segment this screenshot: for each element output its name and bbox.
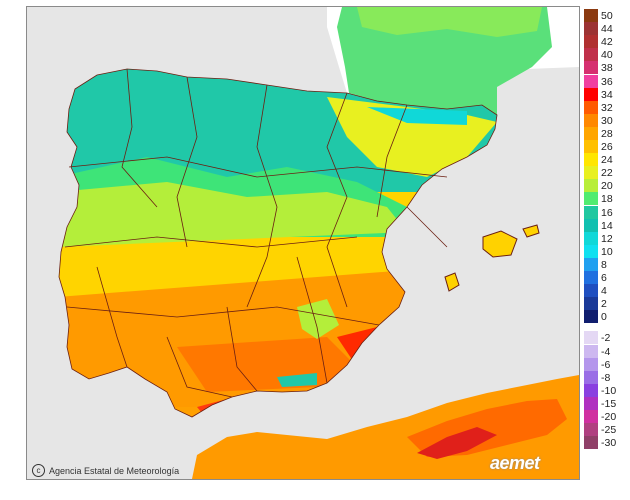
legend-swatch-warm-14: [584, 192, 598, 206]
legend-label-warm-7: 32: [601, 101, 613, 114]
legend-swatch-warm-18: [584, 244, 598, 258]
legend-label-cold-3: -8: [601, 371, 611, 384]
legend-label-warm-4: 38: [601, 62, 613, 75]
africa-land: [192, 375, 579, 479]
legend-label-warm-22: 2: [601, 298, 607, 311]
legend-label-warm-9: 28: [601, 127, 613, 140]
legend-swatch-warm-21: [584, 284, 598, 298]
legend-label-warm-10: 26: [601, 141, 613, 153]
legend-label-warm-20: 6: [601, 272, 607, 284]
legend-swatch-cold-4: [584, 383, 598, 397]
legend-label-cold-0: -2: [601, 332, 611, 345]
legend-swatch-warm-0: [584, 9, 598, 22]
legend-swatch-warm-9: [584, 126, 598, 140]
legend-label-warm-12: 22: [601, 167, 613, 180]
legend-label-cold-1: -4: [601, 345, 611, 358]
legend-label-warm-0: 50: [601, 10, 613, 22]
legend-swatch-warm-19: [584, 257, 598, 271]
legend-label-warm-1: 44: [601, 23, 613, 36]
legend-label-cold-7: -25: [601, 424, 617, 437]
balearic-mallorca: [483, 231, 517, 257]
coast-lines: [444, 224, 540, 292]
aemet-logo: aemet: [490, 453, 540, 473]
legend-label-warm-23: 0: [601, 311, 607, 324]
legend-swatch-cold-2: [584, 357, 598, 371]
legend-label-warm-6: 34: [601, 88, 613, 101]
atlas-heat-zone: [417, 427, 497, 459]
legend-swatch-warm-2: [584, 35, 598, 49]
legend-swatch-warm-12: [584, 166, 598, 180]
region-borders: [58, 68, 498, 418]
temperature-legend: 50 44 42 40 38 36 34 32 30 28 26 24 22 20 18 16 14 12 10 8 6…: [584, 9, 630, 479]
legend-swatch-warm-4: [584, 61, 598, 75]
legend-label-warm-18: 10: [601, 245, 613, 258]
legend-label-cold-8: -30: [601, 437, 617, 450]
legend-swatch-warm-10: [584, 140, 598, 153]
legend-label-warm-11: 24: [601, 154, 613, 167]
copyright-icon: c: [32, 464, 45, 477]
legend-label-cold-2: -6: [601, 358, 611, 371]
legend-label-warm-16: 14: [601, 219, 613, 232]
legend-swatch-warm-16: [584, 218, 598, 232]
legend-swatch-cold-3: [584, 370, 598, 384]
legend-label-cold-5: -15: [601, 397, 617, 410]
temperature-map: [26, 6, 580, 480]
balearic-ibiza: [445, 273, 459, 291]
attribution: c Agencia Estatal de Meteorología: [32, 464, 179, 477]
legend-swatch-warm-1: [584, 22, 598, 36]
legend-swatch-warm-7: [584, 100, 598, 114]
legend-swatch-warm-3: [584, 48, 598, 62]
legend-swatch-warm-15: [584, 205, 598, 219]
legend-label-warm-3: 40: [601, 49, 613, 62]
legend-label-warm-19: 8: [601, 258, 607, 271]
legend-swatch-warm-17: [584, 231, 598, 245]
legend-swatch-cold-5: [584, 396, 598, 410]
legend-swatch-warm-11: [584, 153, 598, 167]
legend-label-warm-13: 20: [601, 180, 613, 193]
legend-swatch-warm-23: [584, 310, 598, 324]
legend-swatch-warm-13: [584, 179, 598, 193]
legend-swatch-warm-20: [584, 271, 598, 284]
attribution-text: Agencia Estatal de Meteorología: [49, 465, 180, 476]
legend-swatch-warm-5: [584, 74, 598, 88]
legend-label-warm-5: 36: [601, 75, 613, 88]
france-north-warm: [357, 7, 542, 37]
legend-swatch-warm-22: [584, 297, 598, 311]
legend-label-warm-15: 16: [601, 206, 613, 219]
legend-label-cold-6: -20: [601, 411, 617, 423]
legend-swatch-cold-7: [584, 423, 598, 437]
legend-swatch-cold-0: [584, 331, 598, 345]
legend-label-warm-21: 4: [601, 285, 607, 298]
legend-swatch-warm-8: [584, 113, 598, 127]
legend-swatch-cold-6: [584, 410, 598, 423]
legend-label-warm-2: 42: [601, 36, 613, 49]
legend-swatch-warm-6: [584, 87, 598, 101]
legend-swatch-cold-8: [584, 436, 598, 450]
legend-label-warm-8: 30: [601, 114, 613, 127]
map-canvas: [58, 7, 579, 479]
legend-label-cold-4: -10: [601, 384, 617, 397]
legend-label-warm-14: 18: [601, 193, 613, 206]
legend-swatch-cold-1: [584, 344, 598, 358]
legend-label-warm-17: 12: [601, 232, 613, 245]
